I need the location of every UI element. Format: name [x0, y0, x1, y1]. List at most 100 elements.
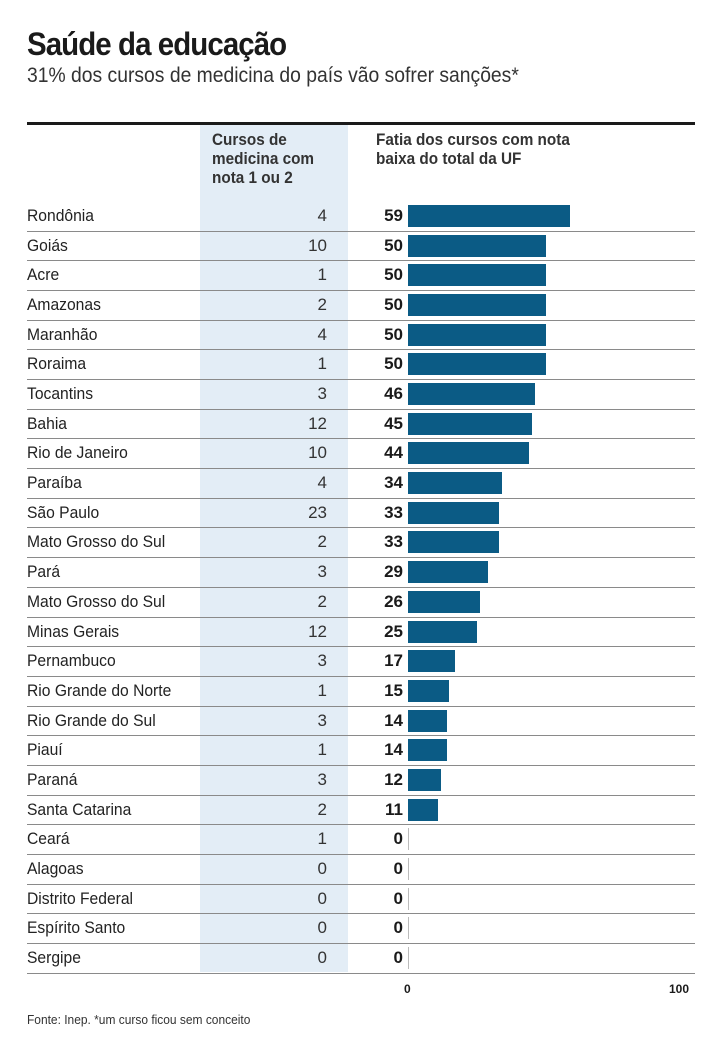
share-value: 15: [384, 680, 403, 700]
state-name: Mato Grosso do Sul: [27, 591, 166, 611]
table-row: Rondônia 4 59: [27, 202, 695, 232]
share-value: 11: [385, 799, 403, 819]
share-value: 50: [384, 235, 403, 255]
state-name: Ceará: [27, 829, 70, 849]
zero-bar: [408, 947, 409, 969]
share-value: 44: [384, 443, 403, 463]
table-row: Paraná 3 12: [27, 766, 695, 796]
course-count: 2: [317, 799, 327, 819]
share-value: 50: [384, 265, 403, 285]
count-header-text: Cursos de medicina com nota 1 ou 2: [212, 130, 315, 187]
bar: [408, 234, 546, 257]
share-value: 45: [384, 413, 403, 433]
bar: [408, 768, 441, 791]
state-name: São Paulo: [27, 502, 100, 522]
state-name: Espírito Santo: [27, 918, 126, 938]
top-rule: [27, 122, 695, 125]
share-value: 25: [384, 621, 403, 641]
share-value: 12: [384, 769, 403, 789]
bar: [408, 739, 447, 762]
zero-bar: [408, 917, 409, 940]
share-value: 0: [393, 829, 403, 849]
table-row: Distrito Federal 0 0: [27, 885, 695, 915]
share-value: 29: [384, 562, 403, 582]
course-count: 4: [317, 324, 327, 344]
bar: [408, 531, 499, 554]
zero-bar: [408, 857, 409, 880]
share-value: 0: [393, 858, 403, 878]
state-name: Rio de Janeiro: [27, 443, 128, 463]
state-name: Piauí: [27, 740, 63, 760]
table-row: São Paulo 23 33: [27, 499, 695, 529]
state-name: Rio Grande do Norte: [27, 680, 172, 700]
bar: [408, 679, 450, 702]
state-name: Rondônia: [27, 206, 94, 225]
table-row: Minas Gerais 12 25: [27, 618, 695, 648]
share-value: 14: [384, 740, 403, 760]
course-count: 1: [317, 680, 327, 700]
bar: [408, 501, 499, 524]
state-name: Sergipe: [27, 948, 81, 967]
table-row: Pernambuco 3 17: [27, 647, 695, 677]
course-count: 23: [308, 502, 327, 522]
course-count: 3: [317, 710, 327, 730]
count-column-header: Cursos de medicina com nota 1 ou 2: [212, 130, 318, 187]
table-row: Paraíba 4 34: [27, 469, 695, 499]
course-count: 3: [317, 384, 327, 404]
course-count: 12: [308, 413, 327, 433]
table-row: Goiás 10 50: [27, 232, 695, 262]
course-count: 1: [317, 265, 327, 285]
zero-bar: [408, 828, 409, 851]
course-count: 10: [308, 235, 327, 255]
bar: [408, 294, 546, 317]
course-count: 3: [317, 562, 327, 582]
bar: [408, 561, 488, 584]
state-name: Minas Gerais: [27, 621, 120, 641]
bar: [408, 264, 546, 287]
chart-title: Saúde da educação: [27, 26, 287, 62]
x-tick-0: 0: [404, 982, 411, 996]
share-value: 50: [384, 324, 403, 344]
share-value: 0: [393, 918, 403, 938]
course-count: 2: [317, 532, 327, 552]
state-name: Paraná: [27, 769, 78, 789]
share-value: 50: [384, 295, 403, 315]
bar: [408, 353, 546, 376]
table-row: Amazonas 2 50: [27, 291, 695, 321]
state-name: Paraíba: [27, 473, 82, 493]
state-name: Pernambuco: [27, 651, 116, 671]
state-name: Pará: [27, 562, 61, 582]
share-value: 17: [384, 651, 403, 671]
course-count: 1: [317, 829, 327, 849]
state-name: Maranhão: [27, 324, 98, 344]
state-name: Rio Grande do Sul: [27, 710, 156, 730]
table-row: Rio de Janeiro 10 44: [27, 439, 695, 470]
share-column-header: Fatia dos cursos com nota baixa do total…: [376, 130, 592, 168]
table-row: Ceará 1 0: [27, 825, 695, 855]
table-row: Tocantins 3 46: [27, 380, 695, 410]
state-name: Bahia: [27, 413, 68, 433]
source-note: Fonte: Inep. *um curso ficou sem conceit…: [27, 1012, 251, 1027]
bar: [408, 709, 447, 732]
share-value: 46: [384, 384, 403, 404]
course-count: 2: [317, 295, 327, 315]
share-value: 50: [384, 354, 403, 374]
bar: [408, 798, 439, 821]
course-count: 10: [308, 443, 327, 463]
bar: [408, 472, 502, 495]
state-name: Acre: [27, 265, 60, 285]
table-row: Alagoas 0 0: [27, 855, 695, 885]
table-row: Rio Grande do Sul 3 14: [27, 707, 695, 737]
x-tick-100: 100: [669, 982, 690, 996]
bar: [408, 620, 477, 643]
chart-subtitle: 31% dos cursos de medicina do país vão s…: [27, 64, 519, 87]
zero-bar: [408, 887, 409, 910]
state-name: Alagoas: [27, 858, 84, 878]
share-value: 0: [393, 948, 403, 967]
count-column-band: [200, 125, 348, 972]
course-count: 0: [317, 918, 327, 938]
bar: [408, 383, 535, 406]
course-count: 0: [317, 948, 327, 967]
table-row: Roraima 1 50: [27, 350, 695, 381]
bar: [408, 650, 455, 673]
